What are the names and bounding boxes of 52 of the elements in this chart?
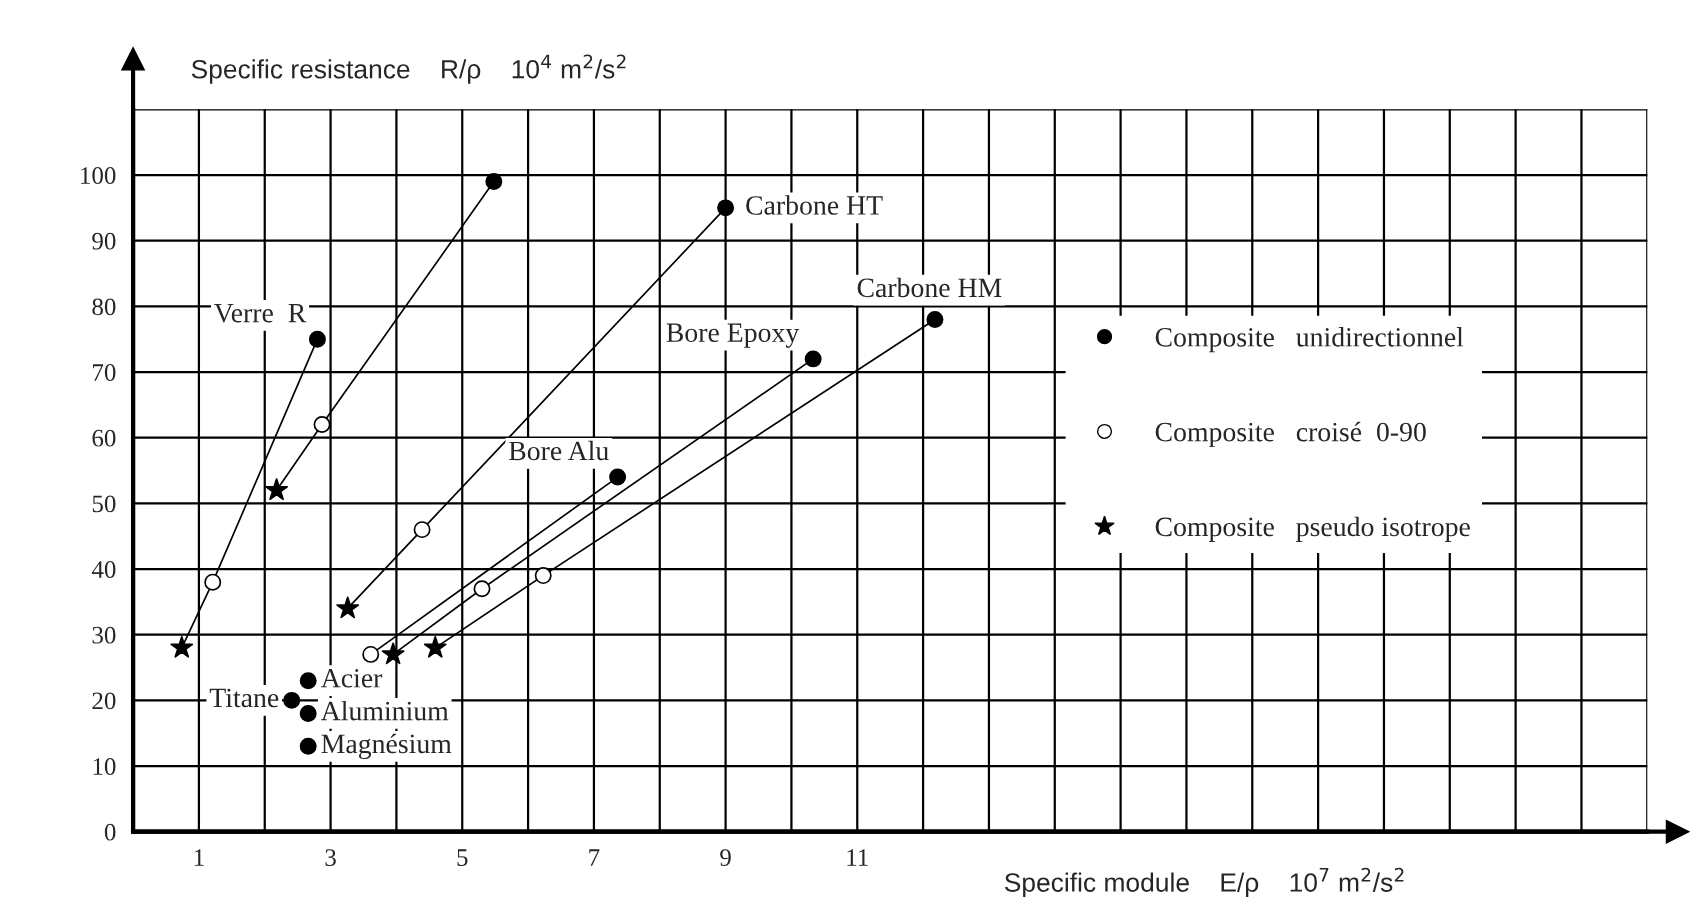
point (362, 645, 380, 663)
y-axis-title: Specific resistance R/ρ 10$^{4}$ m$^{2}$/s$^{2}$ (191, 54, 626, 84)
y-tick-label: 30 (92, 626, 116, 644)
point (299, 705, 317, 722)
y-tick-label: 70 (93, 364, 116, 381)
point (485, 173, 503, 191)
annotation: Carbone HT (746, 195, 883, 215)
legend-label: Composite unidirectionnel (1155, 327, 1464, 353)
annotation: Acier (320, 668, 383, 688)
point (313, 416, 331, 434)
point (381, 642, 405, 665)
point (299, 672, 317, 690)
x-tick-label: 9 (720, 849, 731, 866)
point (413, 521, 431, 539)
point (204, 573, 222, 591)
legend-label: Composite pseudo isotrope (1155, 516, 1470, 542)
x-tick-label: 7 (589, 849, 600, 866)
y-tick-label: 90 (92, 232, 116, 250)
y-tick-label: 60 (92, 429, 116, 447)
y-tick-label: 100 (81, 167, 116, 184)
x-tick-label: 11 (847, 849, 868, 866)
y-tick-label: 50 (92, 495, 116, 513)
x-axis-title: Specific module E/ρ 10$^{7}$ m$^{2}$/s$^{2}$ (1004, 867, 1404, 898)
point (423, 635, 447, 658)
annotation: Magnésium (321, 733, 452, 759)
annotation: Bore Alu (509, 440, 609, 461)
y-tick-label: 10 (93, 758, 116, 775)
x-tick-label: 5 (457, 849, 468, 866)
point (299, 737, 317, 755)
y-tick-label: 0 (104, 823, 116, 841)
point (804, 350, 822, 368)
annotation: Verre R (214, 303, 307, 323)
x-tick-label: 3 (325, 849, 336, 866)
annotation: Aluminium (320, 700, 449, 721)
annotation: Bore Epoxy (666, 323, 800, 348)
annotation: Titane (209, 688, 279, 708)
point (170, 635, 194, 658)
y-tick-label: 20 (92, 692, 116, 710)
point (717, 199, 735, 217)
annotation: Carbone HM (857, 277, 1002, 298)
x-tick-label: 1 (194, 849, 204, 866)
y-tick-label: 40 (91, 561, 116, 578)
point (265, 478, 288, 501)
y-tick-label: 80 (92, 298, 116, 316)
point (926, 311, 944, 328)
point (609, 468, 627, 486)
point (534, 567, 552, 585)
point (308, 330, 326, 348)
point (473, 580, 491, 598)
legend-label: Composite croisé 0-90 (1155, 421, 1426, 448)
point (336, 596, 360, 619)
point (283, 691, 301, 709)
